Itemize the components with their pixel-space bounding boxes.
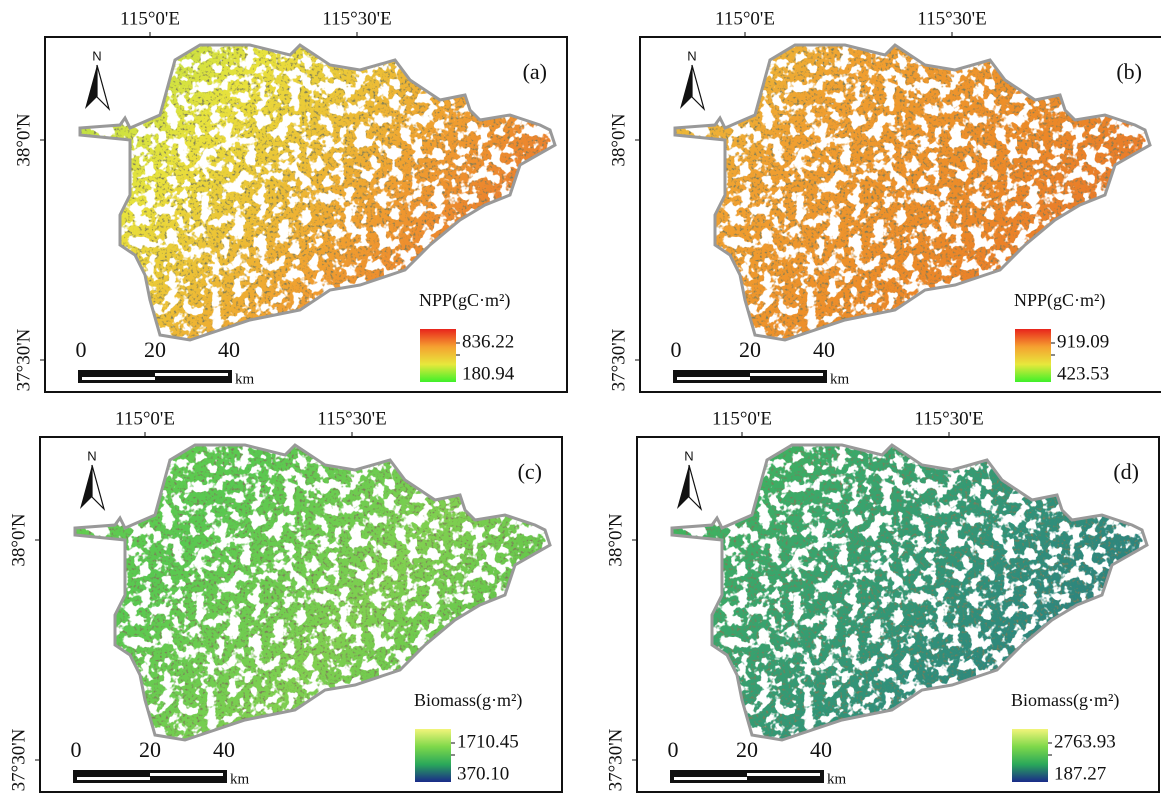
lat-label: 37°30'N: [13, 328, 34, 391]
scale-tick: 0: [668, 737, 679, 762]
boundary: [73, 443, 552, 742]
boundary: [673, 43, 1152, 342]
legend-title: NPP(gC·m²): [419, 290, 510, 311]
scale-bar-gap: [747, 773, 820, 776]
legend-high: 919.09: [1057, 331, 1109, 352]
boundary: [670, 443, 1149, 742]
lat-label: 38°0'N: [8, 513, 29, 567]
legend-title: Biomass(g·m²): [414, 690, 522, 711]
scale-bar-gap: [155, 373, 228, 376]
scale-bar: [670, 770, 824, 783]
map-panel: 115°0'E 115°30'E 38°0'N 37°30'N (a) N NPP(gC·m…: [13, 8, 568, 393]
scale-bar-gap: [77, 777, 150, 780]
north-label: N: [684, 448, 693, 463]
scale-tick: 20: [144, 337, 166, 362]
north-arrow: [691, 64, 706, 112]
scale-bar-gap: [82, 377, 155, 380]
scale-bar: [673, 370, 827, 383]
map-panel: 115°0'E 115°30'E 38°0'N 37°30'N (b) N NPP(gC·m…: [608, 8, 1161, 393]
north-arrow: [91, 464, 106, 512]
north-label: N: [87, 448, 96, 463]
lat-label: 38°0'N: [605, 513, 626, 567]
lat-label: 37°30'N: [605, 728, 626, 791]
scale-tick: 20: [739, 337, 761, 362]
scale-tick: 0: [76, 337, 87, 362]
scale-bar-gap: [750, 373, 823, 376]
legend-bar: [1015, 329, 1051, 382]
lon-label: 115°0'E: [715, 8, 775, 29]
legend-bar: [415, 729, 451, 782]
legend-title: Biomass(g·m²): [1011, 690, 1119, 711]
scale-tick: 40: [218, 337, 240, 362]
legend-high: 1710.45: [457, 731, 519, 752]
north-arrow: [680, 65, 692, 109]
north-label: N: [92, 48, 101, 63]
scale-bar-gap: [677, 377, 750, 380]
panel-label: (a): [523, 59, 547, 84]
north-arrow: [80, 465, 92, 509]
boundary: [78, 43, 557, 342]
map-panel: 115°0'E 115°30'E 38°0'N 37°30'N (c) N Biomass(…: [8, 408, 563, 793]
scale-tick: 0: [71, 737, 82, 762]
panel-label: (d): [1113, 459, 1139, 484]
map-panel: 115°0'E 115°30'E 38°0'N 37°30'N (d) N Biomass(…: [605, 408, 1160, 793]
legend-high: 2763.93: [1054, 731, 1116, 752]
panel-label: (c): [518, 459, 542, 484]
legend-high: 836.22: [462, 331, 514, 352]
lon-label: 115°30'E: [322, 8, 391, 29]
lon-label: 115°0'E: [115, 408, 175, 429]
north-arrow: [688, 464, 703, 512]
scale-tick: 40: [810, 737, 832, 762]
scale-tick: 40: [813, 337, 835, 362]
legend-low: 423.53: [1057, 363, 1109, 384]
legend-low: 187.27: [1054, 763, 1106, 784]
scale-unit: km: [235, 371, 255, 387]
lon-label: 115°0'E: [120, 8, 180, 29]
lon-label: 115°30'E: [917, 8, 986, 29]
lat-label: 37°30'N: [608, 328, 629, 391]
lon-label: 115°0'E: [712, 408, 772, 429]
lat-label: 38°0'N: [608, 113, 629, 167]
lat-label: 37°30'N: [8, 728, 29, 791]
scale-tick: 0: [671, 337, 682, 362]
legend-title: NPP(gC·m²): [1014, 290, 1105, 311]
scale-bar: [78, 370, 232, 383]
scale-unit: km: [230, 771, 250, 787]
scale-bar-gap: [674, 777, 747, 780]
scale-bar-gap: [150, 773, 223, 776]
lon-label: 115°30'E: [317, 408, 386, 429]
north-label: N: [687, 48, 696, 63]
lon-label: 115°30'E: [914, 408, 983, 429]
scale-tick: 40: [213, 737, 235, 762]
north-arrow: [677, 465, 689, 509]
scale-tick: 20: [736, 737, 758, 762]
legend-bar: [420, 329, 456, 382]
lat-label: 38°0'N: [13, 113, 34, 167]
scale-bar: [73, 770, 227, 783]
scale-unit: km: [827, 771, 847, 787]
north-arrow: [96, 64, 111, 112]
legend-low: 180.94: [462, 363, 515, 384]
scale-unit: km: [830, 371, 850, 387]
north-arrow: [85, 65, 97, 109]
legend-low: 370.10: [457, 763, 509, 784]
legend-bar: [1012, 729, 1048, 782]
scale-tick: 20: [139, 737, 161, 762]
panel-label: (b): [1116, 59, 1142, 84]
